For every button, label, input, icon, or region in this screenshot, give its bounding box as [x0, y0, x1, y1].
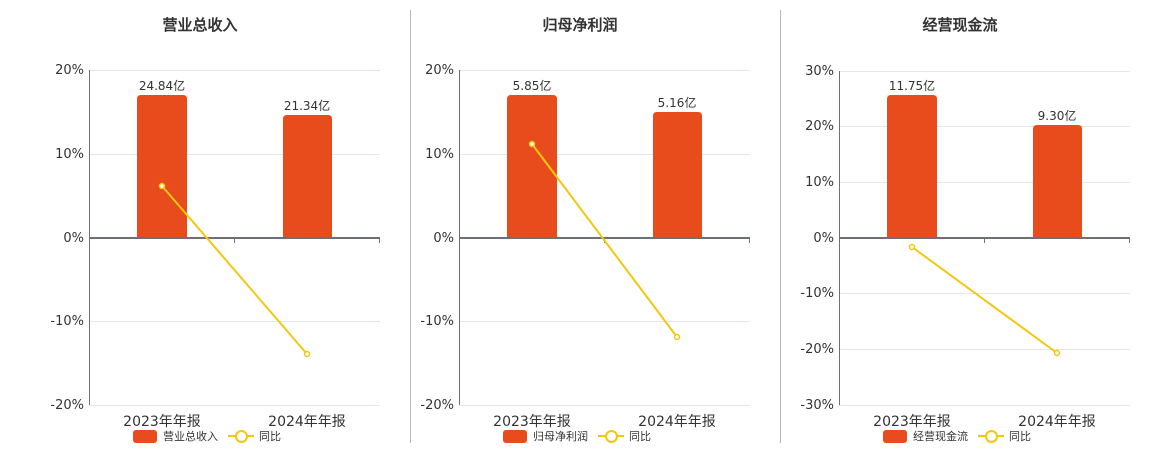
legend-line-label[interactable]: 同比	[629, 430, 651, 443]
x-tick: 2024年年报	[638, 414, 716, 430]
bar-label: 24.84亿	[138, 79, 186, 93]
chart-plot	[459, 70, 750, 406]
legend-line-label[interactable]: 同比	[259, 430, 281, 443]
y-tick: 20%	[55, 63, 84, 78]
bar-2023[interactable]	[507, 95, 557, 238]
legend-bar-swatch[interactable]	[503, 429, 527, 443]
chart-panel-revenue: 营业总收入 20% 10% 0% -10% -20% 24.84亿 21.34亿…	[0, 0, 410, 450]
bar-2024[interactable]	[283, 115, 332, 238]
x-tick: 2023年年报	[873, 414, 951, 430]
line-point-2024[interactable]	[1053, 349, 1061, 357]
legend-bar-swatch[interactable]	[133, 429, 157, 443]
y-tick: 20%	[425, 63, 454, 78]
legend-line-label[interactable]: 同比	[1009, 430, 1031, 443]
y-tick: -20%	[420, 398, 454, 413]
y-tick: 10%	[425, 147, 454, 162]
y-tick: 0%	[433, 231, 454, 246]
bar-2024[interactable]	[653, 112, 702, 238]
bar-2024[interactable]	[1033, 125, 1082, 238]
bar-2023[interactable]	[137, 95, 187, 238]
legend: 经营现金流 同比	[883, 428, 1031, 444]
y-tick: 10%	[55, 147, 84, 162]
bar-label: 5.16亿	[657, 96, 697, 110]
legend-line-icon[interactable]	[228, 429, 254, 443]
legend-line-icon[interactable]	[978, 429, 1004, 443]
x-tick: 2023年年报	[493, 414, 571, 430]
line-point-2023[interactable]	[908, 243, 916, 251]
x-tick: 2024年年报	[1018, 414, 1096, 430]
panel-divider	[780, 10, 781, 443]
legend: 营业总收入 同比	[133, 428, 281, 444]
y-tick: -10%	[800, 286, 834, 301]
y-tick: -20%	[50, 398, 84, 413]
legend-bar-label[interactable]: 归母净利润	[533, 430, 588, 443]
chart-title: 营业总收入	[162, 16, 238, 34]
y-tick: 0%	[813, 231, 834, 246]
y-tick: -10%	[420, 314, 454, 329]
line-point-2024[interactable]	[303, 350, 311, 358]
y-tick: -20%	[800, 342, 834, 357]
x-tick: 2024年年报	[268, 414, 346, 430]
y-tick: 10%	[805, 175, 834, 190]
bar-2023[interactable]	[887, 95, 937, 238]
legend-bar-label[interactable]: 经营现金流	[913, 430, 968, 443]
chart-title: 经营现金流	[922, 16, 998, 34]
chart-title: 归母净利润	[542, 16, 618, 34]
chart-panel-operating-cash-flow: 经营现金流 30% 20% 10% 0% -10% -20% -30% 11.7…	[750, 0, 1160, 450]
bar-label: 11.75亿	[888, 79, 936, 93]
bar-label: 5.85亿	[512, 79, 552, 93]
y-tick: 0%	[63, 231, 84, 246]
y-tick: -10%	[50, 314, 84, 329]
y-tick: 30%	[805, 64, 834, 79]
bar-label: 21.34亿	[283, 99, 331, 113]
line-point-2023[interactable]	[158, 182, 166, 190]
legend: 归母净利润 同比	[503, 428, 651, 444]
y-tick: -30%	[800, 398, 834, 413]
line-point-2023[interactable]	[528, 140, 536, 148]
legend-bar-label[interactable]: 营业总收入	[163, 430, 218, 443]
legend-line-icon[interactable]	[598, 429, 624, 443]
bar-label: 9.30亿	[1037, 109, 1077, 123]
panel-divider	[410, 10, 411, 443]
y-tick: 20%	[805, 119, 834, 134]
line-point-2024[interactable]	[673, 333, 681, 341]
chart-plot	[89, 70, 380, 406]
chart-plot	[839, 71, 1130, 406]
chart-panel-net-profit: 归母净利润 20% 10% 0% -10% -20% 5.85亿 5.16亿 2…	[370, 0, 780, 450]
x-tick: 2023年年报	[123, 414, 201, 430]
legend-bar-swatch[interactable]	[883, 429, 907, 443]
